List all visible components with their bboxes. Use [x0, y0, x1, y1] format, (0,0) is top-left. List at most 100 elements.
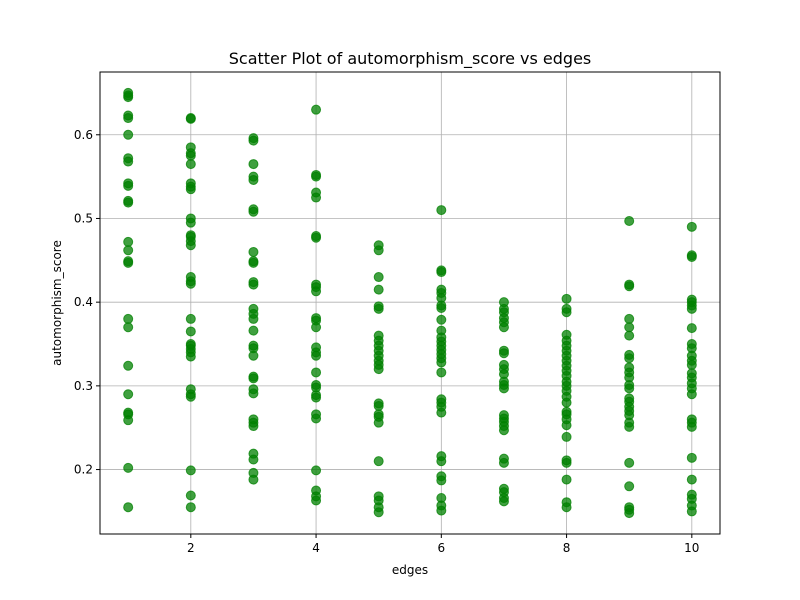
data-point — [248, 388, 259, 399]
data-point — [624, 322, 635, 333]
data-point — [624, 457, 635, 468]
data-point — [686, 452, 697, 463]
chart-title: Scatter Plot of automorphism_score vs ed… — [229, 49, 592, 69]
x-tick-label: 2 — [187, 541, 195, 555]
data-point — [248, 454, 259, 465]
data-point — [373, 400, 384, 411]
x-tick-label: 4 — [312, 541, 320, 555]
data-point — [185, 502, 196, 513]
data-point — [624, 481, 635, 492]
data-point — [624, 313, 635, 324]
x-tick-label: 6 — [437, 541, 445, 555]
data-point — [686, 303, 697, 314]
data-point — [185, 490, 196, 501]
data-point — [311, 413, 322, 424]
data-point — [248, 313, 259, 324]
data-point — [686, 506, 697, 517]
data-point — [248, 373, 259, 384]
data-point — [686, 323, 697, 334]
data-point — [311, 104, 322, 115]
data-point — [561, 307, 572, 318]
data-point — [123, 245, 134, 256]
data-point — [123, 180, 134, 191]
data-point — [123, 156, 134, 167]
data-point — [311, 286, 322, 297]
plot-frame — [99, 71, 721, 535]
data-point — [373, 364, 384, 375]
data-point — [185, 184, 196, 195]
data-point — [185, 313, 196, 324]
data-point — [185, 113, 196, 124]
data-point — [123, 415, 134, 426]
data-point — [436, 314, 447, 325]
data-point — [436, 205, 447, 216]
data-point — [185, 278, 196, 289]
data-point — [185, 159, 196, 170]
data-point — [185, 391, 196, 402]
data-point — [311, 232, 322, 243]
data-point — [123, 92, 134, 103]
data-point — [436, 367, 447, 378]
data-point — [123, 389, 134, 400]
data-point — [624, 281, 635, 292]
data-point — [561, 474, 572, 485]
data-point — [498, 383, 509, 394]
data-point — [498, 457, 509, 468]
data-point — [373, 272, 384, 283]
data-points — [123, 87, 697, 519]
data-point — [373, 303, 384, 314]
data-point — [561, 431, 572, 442]
x-tick-label: 10 — [684, 541, 699, 555]
data-point — [373, 417, 384, 428]
data-point — [561, 457, 572, 468]
data-point — [686, 221, 697, 232]
y-axis-label: automorphism_score — [50, 240, 64, 366]
data-point — [686, 251, 697, 262]
data-point — [311, 350, 322, 361]
data-point — [123, 236, 134, 247]
data-point — [123, 313, 134, 324]
data-point — [123, 502, 134, 513]
data-point — [373, 507, 384, 518]
data-point — [498, 322, 509, 333]
data-point — [436, 267, 447, 278]
data-point — [561, 420, 572, 431]
data-point — [185, 217, 196, 228]
x-axis-ticks: 2 4 6 8 10 — [187, 534, 699, 555]
data-point — [373, 456, 384, 467]
data-point — [436, 407, 447, 418]
data-point — [624, 330, 635, 341]
data-point — [624, 353, 635, 364]
data-point — [123, 360, 134, 371]
data-point — [248, 174, 259, 185]
data-point — [248, 474, 259, 485]
data-point — [561, 397, 572, 408]
data-point — [248, 325, 259, 336]
data-point — [248, 350, 259, 361]
data-point — [185, 150, 196, 161]
data-point — [248, 159, 259, 170]
data-point — [311, 367, 322, 378]
data-point — [436, 357, 447, 368]
data-point — [185, 351, 196, 362]
data-point — [311, 392, 322, 403]
data-point — [248, 135, 259, 146]
data-point — [686, 421, 697, 432]
data-point — [123, 113, 134, 124]
x-tick-label: 8 — [563, 541, 571, 555]
data-point — [311, 322, 322, 333]
data-point — [185, 326, 196, 337]
data-point — [686, 474, 697, 485]
data-point — [624, 383, 635, 394]
data-point — [248, 246, 259, 257]
data-point — [185, 465, 196, 476]
data-point — [436, 303, 447, 314]
data-point — [123, 322, 134, 333]
y-axis-ticks: 0.2 0.3 0.4 0.5 0.6 — [74, 128, 100, 477]
data-point — [686, 389, 697, 400]
data-point — [624, 421, 635, 432]
data-point — [498, 425, 509, 436]
data-point — [123, 257, 134, 268]
